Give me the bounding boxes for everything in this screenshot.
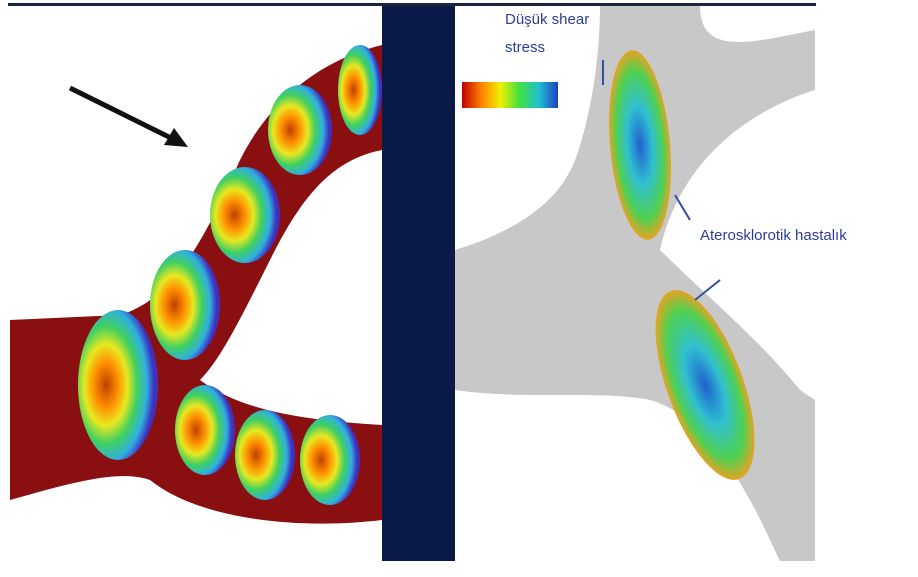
top-border	[8, 3, 816, 6]
annotation: stress	[505, 39, 545, 56]
color-scale	[462, 82, 558, 108]
annotation: Aterosklorotik hastalık	[700, 227, 847, 244]
figure: Düşük shear stress Aterosklorotik hastal…	[0, 0, 918, 577]
divider-band	[382, 6, 455, 561]
annotation: Düşük shear	[505, 11, 589, 28]
